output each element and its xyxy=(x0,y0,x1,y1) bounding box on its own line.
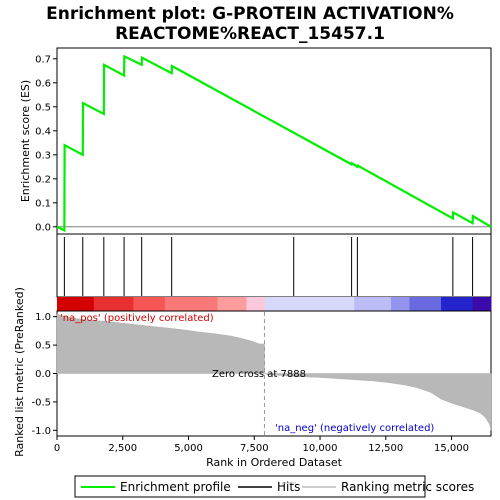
colorbar-segment xyxy=(133,297,166,311)
colorbar-segment xyxy=(409,297,442,311)
colorbar-segment xyxy=(441,297,474,311)
ranking-metric-area xyxy=(56,313,492,431)
legend: Enrichment profile Hits Ranking metric s… xyxy=(74,475,474,498)
es-y-tick-label: 0.3 xyxy=(35,150,51,161)
metric-y-tick-label: 0.5 xyxy=(35,341,51,352)
es-y-axis-label: Enrichment score (ES) xyxy=(19,80,32,202)
x-axis-label: Rank in Ordered Dataset xyxy=(206,456,343,469)
colorbar-segment xyxy=(354,297,392,311)
metric-y-axis-label: Ranked list metric (PreRanked) xyxy=(13,287,26,457)
es-y-tick-label: 0.4 xyxy=(35,126,51,137)
colorbar-segment xyxy=(391,297,410,311)
metric-y-tick-label: -0.5 xyxy=(31,397,51,408)
colorbar-segment xyxy=(246,297,266,311)
es-y-tick-label: 0.7 xyxy=(35,54,51,65)
x-tick-label: 7,500 xyxy=(240,443,269,454)
colorbar-segment xyxy=(57,297,95,311)
hits-panel-frame xyxy=(56,233,492,298)
colorbar-segment xyxy=(472,297,492,311)
es-y-ticks: 0.0 0.1 0.2 0.3 0.4 0.5 0.6 0.7 xyxy=(35,54,57,233)
top-panel-frame xyxy=(56,47,492,235)
es-profile-series xyxy=(56,54,492,233)
hit-lines xyxy=(63,237,474,296)
enrichment-score-panel: 0.0 0.1 0.2 0.3 0.4 0.5 0.6 0.7 xyxy=(35,47,492,235)
ranking-colorbar xyxy=(57,297,492,311)
colorbar-segment xyxy=(164,297,218,311)
x-tick-label: 5,000 xyxy=(174,443,203,454)
metric-y-tick-label: 1.0 xyxy=(35,312,51,323)
hits-panel xyxy=(56,233,492,298)
es-y-tick-label: 0.6 xyxy=(35,78,51,89)
ranking-metric-fill xyxy=(56,313,492,431)
es-y-tick-label: 0.0 xyxy=(35,222,51,233)
es-y-tick-label: 0.5 xyxy=(35,102,51,113)
zero-cross-label: Zero cross at 7888 xyxy=(212,369,306,380)
colorbar-segment xyxy=(217,297,247,311)
legend-label-hits: Hits xyxy=(277,480,300,494)
chart-title-line1: Enrichment plot: G-PROTEIN ACTIVATION% xyxy=(46,4,454,24)
es-y-tick-label: 0.2 xyxy=(35,174,51,185)
x-axis-ticks: 0 2,500 5,000 7,500 10,000 12,500 15,000 xyxy=(54,436,469,454)
x-tick-label: 12,500 xyxy=(368,443,403,454)
metric-y-ticks: 1.0 0.5 0.0 -0.5 -1.0 xyxy=(31,312,57,437)
colorbar-segment xyxy=(93,297,134,311)
es-y-tick-label: 0.1 xyxy=(35,198,51,209)
metric-y-tick-label: -1.0 xyxy=(31,426,51,437)
chart-title-line2: REACTOME%REACT_15457.1 xyxy=(115,24,385,44)
x-tick-label: 0 xyxy=(54,443,60,454)
colorbar-segment xyxy=(264,297,355,311)
metric-y-tick-label: 0.0 xyxy=(35,369,51,380)
x-tick-label: 10,000 xyxy=(303,443,338,454)
legend-label-ranking-metric: Ranking metric scores xyxy=(341,480,474,494)
negative-correlation-label: 'na_neg' (negatively correlated) xyxy=(275,423,434,434)
legend-label-enrichment-profile: Enrichment profile xyxy=(120,480,231,494)
x-tick-label: 15,000 xyxy=(434,443,469,454)
positive-correlation-label: 'na_pos' (positively correlated) xyxy=(60,313,214,324)
ranked-metric-panel: 1.0 0.5 0.0 -0.5 -1.0 'na_pos' (positively c… xyxy=(31,310,492,437)
es-profile-line xyxy=(56,54,492,233)
x-tick-label: 2,500 xyxy=(108,443,137,454)
